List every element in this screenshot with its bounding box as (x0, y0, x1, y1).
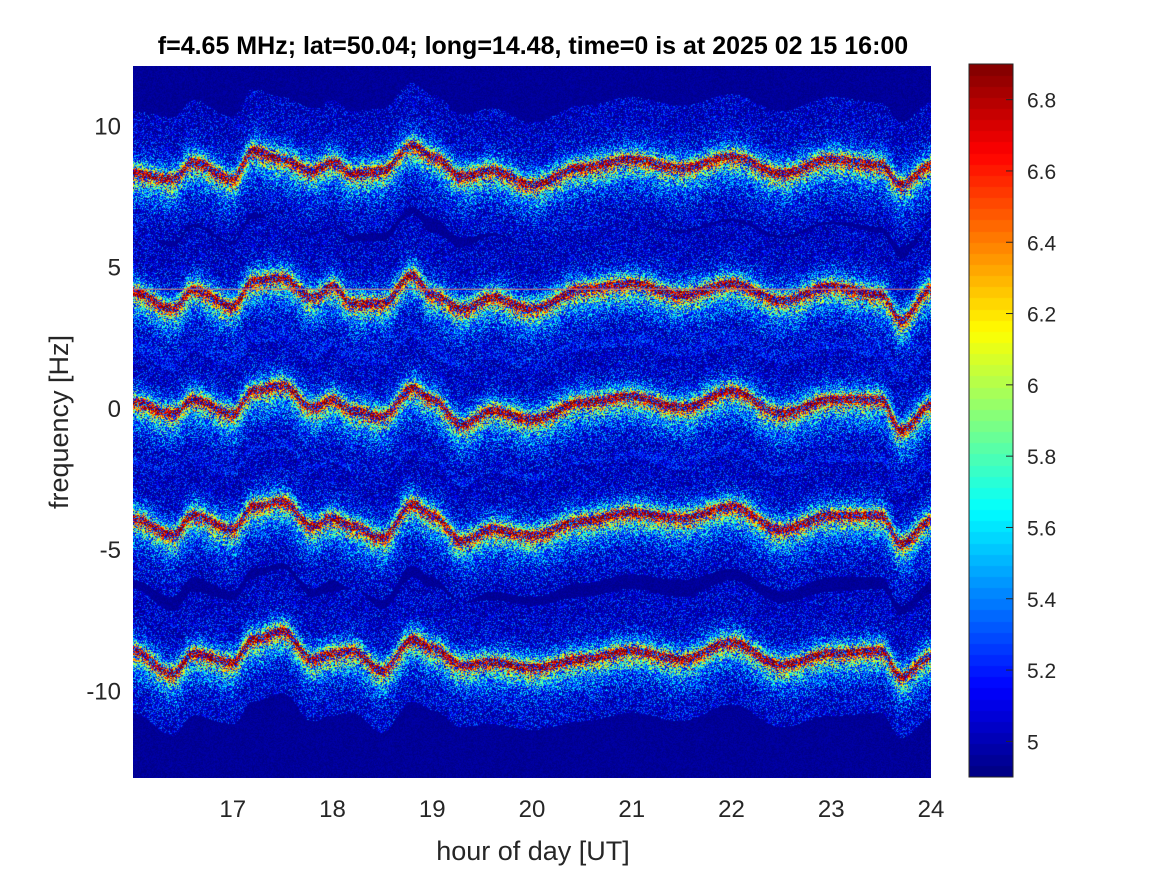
colorbar-tick-label: 5 (1027, 731, 1039, 754)
colorbar-tick-label: 5.8 (1027, 446, 1056, 469)
y-tick-label: 10 (94, 113, 121, 140)
colorbar-tick-label: 5.6 (1027, 517, 1056, 540)
colorbar-tick-label: 6.2 (1027, 304, 1056, 327)
x-tick-label: 17 (219, 796, 246, 823)
x-tick-label: 22 (718, 796, 745, 823)
y-tick-label: 0 (108, 396, 121, 423)
y-tick-label: -10 (86, 678, 121, 705)
colorbar-frame (968, 63, 1014, 778)
colorbar-gradient (969, 64, 1013, 777)
colorbar-tick-label: 6.6 (1027, 161, 1056, 184)
colorbar-raster-holder (969, 64, 1013, 777)
colorbar-tick-label: 6.4 (1027, 232, 1057, 255)
x-tick-label: 20 (519, 796, 546, 823)
heatmap-raster-holder (133, 66, 931, 778)
x-tick-label: 24 (918, 796, 945, 823)
chart-title: f=4.65 MHz; lat=50.04; long=14.48, time=… (158, 32, 908, 60)
colorbar-tick-label: 5.2 (1027, 660, 1056, 683)
y-axis: 10 5 0 -5 -10 (86, 113, 121, 705)
colorbar-tick-label: 6.8 (1027, 90, 1056, 113)
heatmap-raster (133, 66, 931, 778)
x-axis-label: hour of day [UT] (436, 836, 630, 866)
x-tick-label: 21 (618, 796, 645, 823)
plot-area (133, 66, 931, 778)
y-axis-label: frequency [Hz] (44, 335, 74, 509)
x-tick-label: 19 (419, 796, 446, 823)
y-tick-label: -5 (100, 537, 121, 564)
x-tick-label: 23 (818, 796, 845, 823)
colorbar-tick-label: 5.4 (1027, 589, 1057, 612)
colorbar: 6.8 6.6 6.4 6.2 6 5.8 5.6 5.4 5.2 5 (968, 63, 1057, 778)
colorbar-tick-label: 6 (1027, 375, 1039, 398)
x-tick-label: 18 (319, 796, 346, 823)
colorbar-ticks: 6.8 6.6 6.4 6.2 6 5.8 5.6 5.4 5.2 5 (1006, 90, 1057, 754)
x-axis: 17 18 19 20 21 22 23 24 (219, 796, 944, 823)
y-tick-label: 5 (108, 255, 121, 282)
